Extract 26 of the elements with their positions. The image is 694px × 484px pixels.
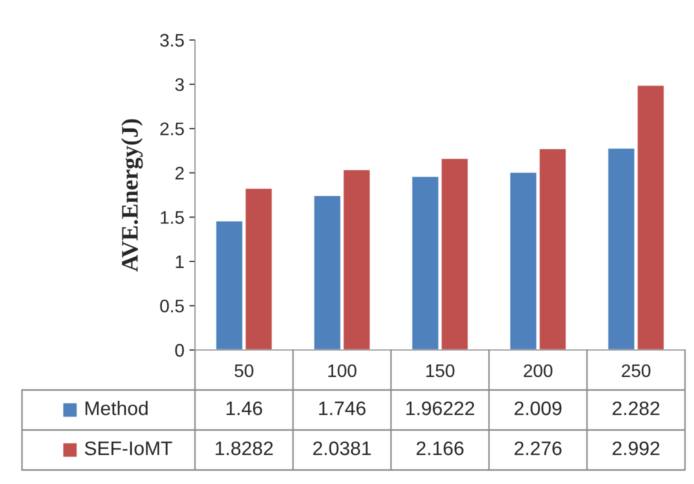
y-tick-label: 1.5: [160, 211, 184, 224]
y-tick-label: 2: [175, 166, 184, 180]
data-label: 2.282: [612, 401, 660, 416]
y-tick-label: 3: [175, 78, 184, 92]
data-label: 2.992: [612, 441, 660, 456]
data-label: 2.276: [514, 441, 562, 456]
data-label: 1.746: [319, 401, 366, 416]
x-tick-label: 200: [524, 364, 552, 378]
y-tick-label: 0: [175, 344, 184, 357]
legend-label: Method: [86, 400, 148, 416]
x-tick-label: 50: [234, 364, 254, 378]
y-tick-label: 1: [176, 256, 184, 268]
data-label: 2.166: [416, 441, 464, 456]
x-tick-label: 250: [622, 364, 650, 378]
x-tick-label: 150: [426, 364, 454, 378]
data-label: 1.8282: [216, 441, 273, 456]
data-label: 2.0381: [313, 441, 371, 456]
y-tick-label: 0.5: [160, 300, 184, 312]
data-label: 2.009: [514, 401, 562, 416]
y-tick-label: 2.5: [160, 122, 184, 136]
data-label: 1.96222: [406, 401, 474, 416]
data-label: 1.46: [226, 401, 262, 416]
x-tick-label: 100: [328, 364, 356, 378]
y-axis-title: AVE.Energy(J): [121, 119, 143, 272]
y-tick-label: 3.5: [160, 34, 184, 47]
legend-label: SEF-IoMT: [84, 441, 172, 456]
